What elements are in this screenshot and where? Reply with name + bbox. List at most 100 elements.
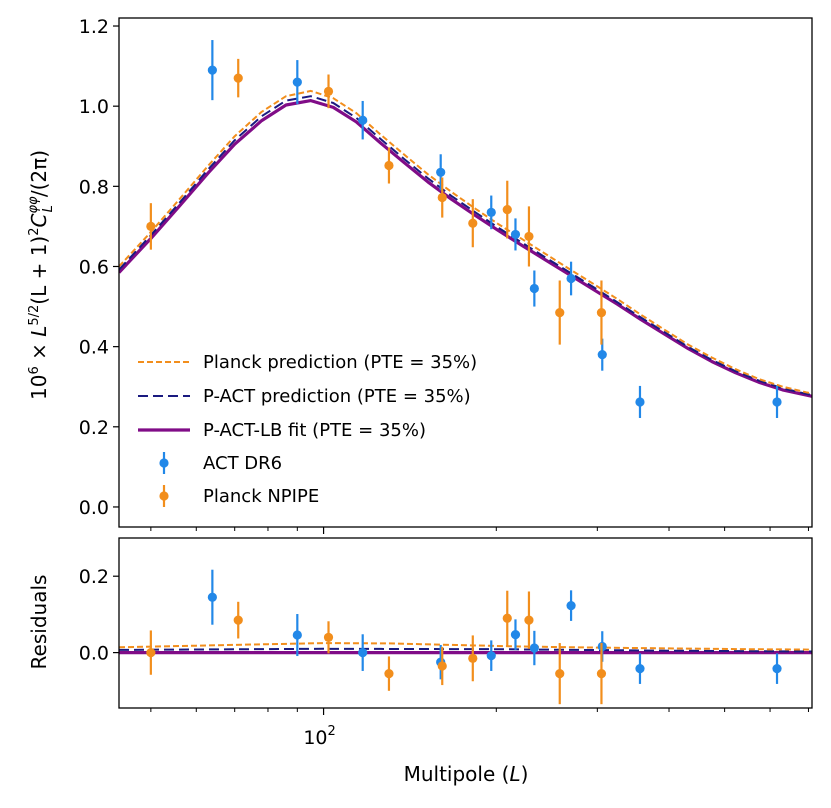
top-point-planck-6 [502,180,512,239]
data-marker [146,648,156,658]
legend-marker-swatch [159,491,169,501]
bottom-point-act-2 [358,634,368,671]
data-marker [207,592,217,602]
data-marker [555,669,565,679]
data-marker [384,160,394,171]
bottom-data-points [146,569,782,705]
top-ytick-label-1: 0.2 [79,417,109,439]
bottom-plot-frame [118,537,813,709]
top-point-act-4 [486,195,496,230]
data-marker [524,615,534,625]
top-point-act-0 [207,40,217,101]
legend-label-2: P-ACT-LB fit (PTE = 35%) [203,420,426,441]
data-marker [146,221,156,232]
bottom-point-planck-6 [502,590,512,646]
bottom-y-axis-label: Residuals [27,575,51,670]
data-marker [358,115,368,125]
bottom-point-planck-3 [384,656,394,691]
top-point-planck-4 [437,177,447,218]
top-panel: 0.0 0.2 0.4 0.6 0.8 1.0 1.2 Planck prediction … [26,16,813,534]
data-marker [233,73,243,83]
data-marker [529,643,539,653]
bottom-model-curves [119,642,812,655]
top-point-planck-7 [524,206,534,267]
top-point-act-5 [510,218,521,251]
bottom-point-act-9 [635,653,645,684]
bottom-y-ticks: 0.0 0.2 [79,566,119,665]
bottom-point-act-6 [529,630,539,666]
bottom-point-planck-2 [323,621,334,654]
bottom-curve-planck-0 [119,642,812,651]
data-marker [468,218,478,228]
top-y-axis-label: 106 × L5/2(L + 1)2CφφL/(2π) [26,150,56,400]
bottom-point-planck-9 [596,643,607,705]
top-point-planck-1 [233,58,243,98]
top-point-planck-2 [323,74,334,109]
bottom-point-planck-7 [524,591,534,649]
data-marker [207,65,217,75]
data-marker [323,86,334,96]
x-axis-label: Multipole (L) [404,762,529,786]
data-marker [596,669,607,679]
legend-item-2: P-ACT-LB fit (PTE = 35%) [138,420,426,441]
top-curve-p-act-1 [119,95,812,397]
top-y-ticks: 0.0 0.2 0.4 0.6 0.8 1.0 1.2 [79,16,119,519]
data-marker [510,229,521,240]
top-curve-planck-0 [119,89,812,395]
data-marker [437,661,447,671]
data-marker [486,651,496,661]
data-marker [502,204,512,215]
bottom-x-ticks: 102 [150,708,809,749]
bottom-point-planck-1 [233,601,243,639]
top-point-act-10 [772,385,782,418]
legend-marker-swatch [159,458,169,468]
top-data-points [146,40,782,418]
data-marker [486,207,496,217]
data-marker [772,397,782,407]
top-point-act-2 [358,100,368,140]
top-point-act-7 [566,261,576,296]
top-point-act-6 [529,270,539,307]
bottom-curve-p-act-1 [119,647,812,653]
data-marker [555,307,565,318]
bottom-ytick-label-1: 0.2 [79,566,109,588]
data-marker [510,630,521,640]
bottom-panel: 0.0 0.2 102 Residuals Multipole (L) [27,537,813,786]
data-marker [323,632,334,642]
data-marker [436,167,446,177]
top-point-planck-5 [468,199,478,248]
bottom-point-act-7 [566,590,576,621]
top-plot-frame [118,17,813,528]
legend-label-3: ACT DR6 [203,453,282,474]
top-ytick-label-0: 0.0 [79,497,109,519]
data-marker [384,669,394,679]
data-marker [772,664,782,674]
top-ytick-label-5: 1.0 [79,96,109,118]
top-point-planck-0 [146,203,156,250]
legend-item-0: Planck prediction (PTE = 35%) [138,352,477,373]
data-marker [635,664,645,674]
data-marker [524,231,534,242]
bottom-point-act-0 [207,569,217,625]
data-marker [292,630,302,640]
data-marker [233,615,243,625]
bottom-point-act-4 [486,640,496,671]
top-point-planck-3 [384,147,394,184]
bottom-point-planck-5 [468,635,478,682]
data-marker [468,653,478,663]
data-marker [566,601,576,611]
data-marker [358,648,368,658]
top-point-act-9 [635,385,645,418]
top-ytick-label-2: 0.4 [79,337,109,359]
legend-item-3: ACT DR6 [159,452,282,474]
data-marker [502,613,512,623]
bottom-point-planck-4 [437,646,447,686]
data-marker [635,397,645,407]
top-x-ticks [150,527,809,534]
data-marker [566,273,576,284]
bottom-point-act-10 [772,653,782,684]
legend-label-0: Planck prediction (PTE = 35%) [203,352,477,373]
data-marker [529,283,539,294]
legend-label-1: P-ACT prediction (PTE = 35%) [203,386,471,407]
